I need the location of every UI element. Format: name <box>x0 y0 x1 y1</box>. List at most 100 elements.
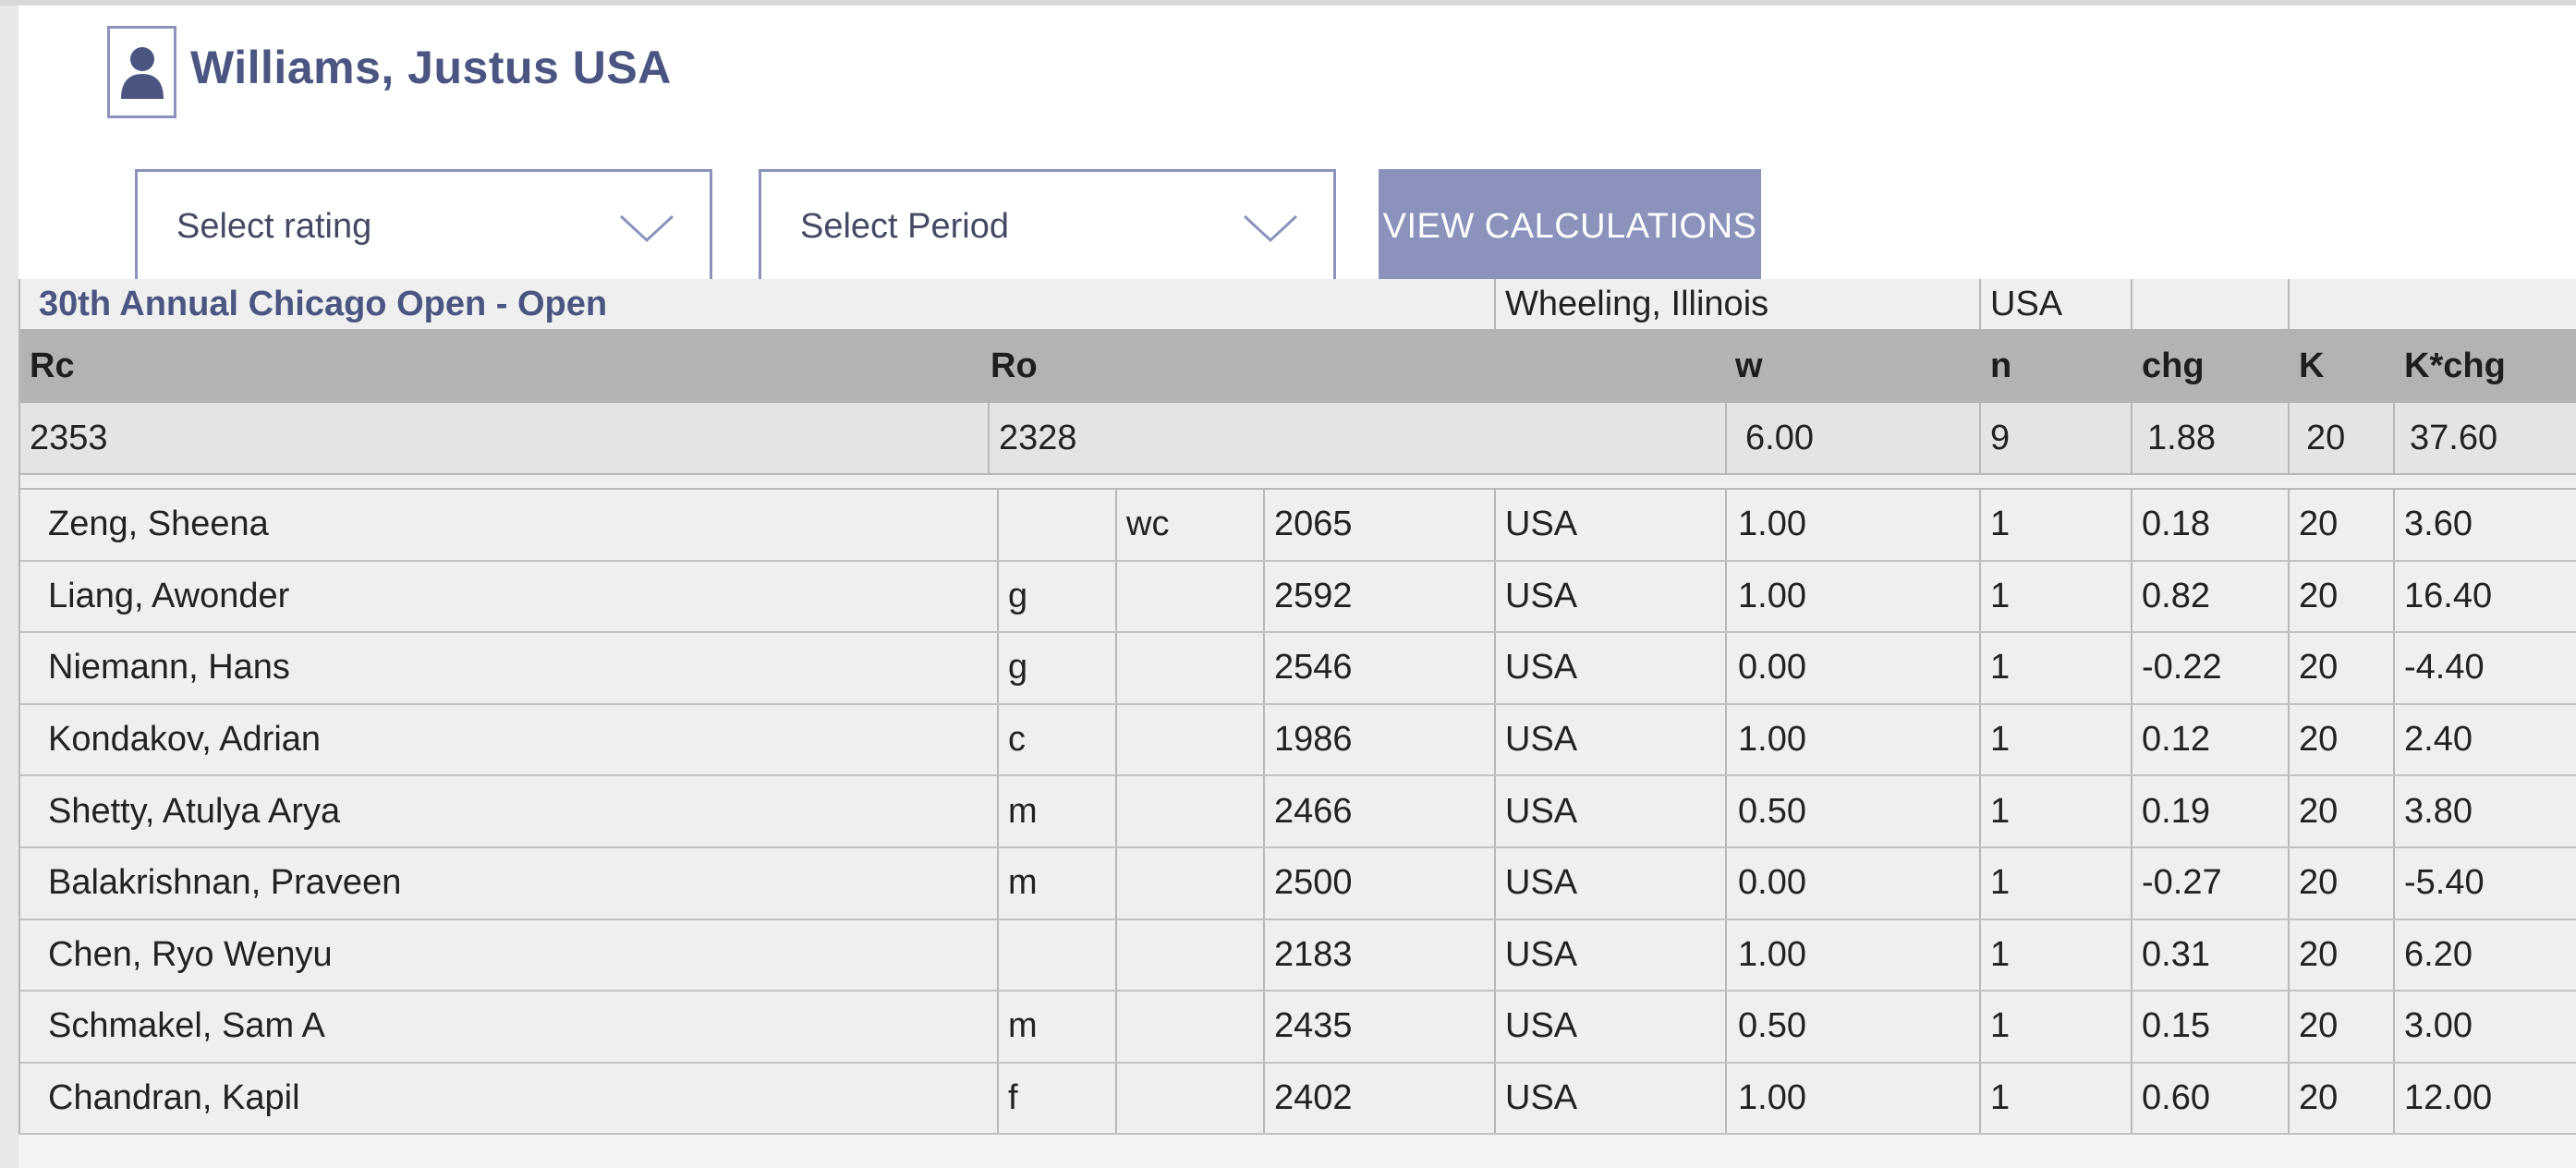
game-chg: 0.12 <box>2142 720 2210 760</box>
chevron-down-icon <box>619 214 674 243</box>
user-icon <box>120 47 164 99</box>
game-n: 1 <box>1990 576 2011 615</box>
calculation-table: 30th Annual Chicago Open - Open Wheeling… <box>18 279 2576 1136</box>
game-chg: 0.19 <box>2142 791 2210 831</box>
game-n: 1 <box>1990 505 2011 544</box>
left-strip <box>0 6 18 1168</box>
opponent-name[interactable]: Chandran, Kapil <box>48 1078 300 1118</box>
game-n: 1 <box>1990 720 2011 760</box>
game-chg: 0.82 <box>2142 576 2210 615</box>
game-chg: 0.60 <box>2142 1078 2210 1118</box>
summary-n: 9 <box>1990 418 2011 457</box>
opponent-federation: USA <box>1505 720 1578 760</box>
game-w: 0.00 <box>1738 648 1806 687</box>
opponent-title <box>999 490 1008 560</box>
game-w: 1.00 <box>1738 576 1806 615</box>
table-row: Niemann, Hans g 2546 USA 0.00 1 -0.22 20… <box>20 633 2576 705</box>
summary-rc: 2353 <box>30 418 108 457</box>
opponent-rating: 2065 <box>1274 505 1353 544</box>
opponent-federation: USA <box>1505 576 1578 615</box>
opponent-federation: USA <box>1505 648 1578 687</box>
rating-select[interactable]: Select rating <box>135 169 712 284</box>
event-location: Wheeling, Illinois <box>1505 284 1769 323</box>
game-k: 20 <box>2299 1078 2339 1118</box>
chevron-down-icon <box>1243 214 1298 243</box>
opponent-title: c <box>1008 720 1026 760</box>
opponent-name[interactable]: Liang, Awonder <box>48 576 290 615</box>
game-n: 1 <box>1990 1006 2011 1046</box>
game-w: 0.50 <box>1738 1006 1806 1046</box>
game-chg: 0.15 <box>2142 1006 2210 1046</box>
opponent-women-title <box>1117 920 1126 991</box>
game-n: 1 <box>1990 791 2011 831</box>
opponent-name[interactable]: Balakrishnan, Praveen <box>48 863 402 903</box>
opponent-women-title: wc <box>1126 505 1170 544</box>
opponent-name[interactable]: Schmakel, Sam A <box>48 1006 325 1046</box>
game-kchg: 6.20 <box>2404 934 2473 974</box>
player-header: Williams, Justus USA Select rating Selec… <box>18 6 2576 284</box>
game-w: 0.50 <box>1738 791 1806 831</box>
opponent-name[interactable]: Kondakov, Adrian <box>48 720 322 760</box>
player-avatar <box>107 26 176 118</box>
game-kchg: 2.40 <box>2404 720 2473 760</box>
header-kchg: K*chg <box>2404 346 2506 385</box>
opponent-federation: USA <box>1505 1078 1578 1118</box>
player-name: Williams, Justus USA <box>190 42 672 93</box>
game-chg: -0.27 <box>2142 863 2222 903</box>
opponent-women-title <box>1117 633 1126 703</box>
opponent-title: f <box>1008 1078 1018 1118</box>
game-k: 20 <box>2299 505 2339 544</box>
game-w: 1.00 <box>1738 934 1806 974</box>
table-row: Shetty, Atulya Arya m 2466 USA 0.50 1 0.… <box>20 776 2576 848</box>
opponent-women-title <box>1117 776 1126 846</box>
game-n: 1 <box>1990 934 2011 974</box>
opponent-title: g <box>1008 576 1028 615</box>
header-k: K <box>2299 346 2325 385</box>
header-n: n <box>1990 346 2012 385</box>
game-kchg: 3.80 <box>2404 791 2473 831</box>
table-row: Chen, Ryo Wenyu 2183 USA 1.00 1 0.31 20 … <box>20 919 2576 992</box>
header-ro: Ro <box>990 346 1038 385</box>
table-row: Kondakov, Adrian c 1986 USA 1.00 1 0.12 … <box>20 704 2576 777</box>
view-calculations-button[interactable]: VIEW CALCULATIONS <box>1379 169 1761 284</box>
game-kchg: -4.40 <box>2404 648 2485 687</box>
opponent-women-title <box>1117 848 1126 919</box>
table-row: Chandran, Kapil f 2402 USA 1.00 1 0.60 2… <box>20 1063 2576 1136</box>
opponent-name[interactable]: Niemann, Hans <box>48 648 290 687</box>
game-rows: Zeng, Sheena wc 2065 USA 1.00 1 0.18 20 … <box>20 490 2576 1136</box>
summary-w: 6.00 <box>1745 418 1814 457</box>
opponent-name[interactable]: Zeng, Sheena <box>48 505 269 544</box>
opponent-federation: USA <box>1505 791 1578 831</box>
game-n: 1 <box>1990 1078 2011 1118</box>
opponent-name[interactable]: Shetty, Atulya Arya <box>48 791 341 831</box>
event-title: 30th Annual Chicago Open - Open <box>39 284 608 323</box>
opponent-women-title <box>1117 562 1126 632</box>
opponent-title <box>999 920 1008 991</box>
opponent-name[interactable]: Chen, Ryo Wenyu <box>48 934 333 974</box>
header-w: w <box>1735 346 1763 385</box>
opponent-rating: 2466 <box>1274 791 1353 831</box>
opponent-title: m <box>1008 791 1038 831</box>
opponent-federation: USA <box>1505 1006 1578 1046</box>
game-chg: 0.18 <box>2142 505 2210 544</box>
table-row: Zeng, Sheena wc 2065 USA 1.00 1 0.18 20 … <box>20 490 2576 562</box>
header-chg: chg <box>2142 346 2205 385</box>
game-k: 20 <box>2299 648 2339 687</box>
summary-chg: 1.88 <box>2147 418 2216 457</box>
opponent-title: m <box>1008 863 1038 903</box>
game-k: 20 <box>2299 934 2339 974</box>
game-k: 20 <box>2299 1006 2339 1046</box>
event-country: USA <box>1990 284 2063 323</box>
game-w: 1.00 <box>1738 720 1806 760</box>
summary-ro: 2328 <box>999 418 1077 457</box>
game-kchg: 3.60 <box>2404 505 2473 544</box>
opponent-federation: USA <box>1505 863 1578 903</box>
game-kchg: 16.40 <box>2404 576 2493 615</box>
game-w: 0.00 <box>1738 863 1806 903</box>
game-k: 20 <box>2299 791 2339 831</box>
opponent-federation: USA <box>1505 934 1578 974</box>
table-row: Balakrishnan, Praveen m 2500 USA 0.00 1 … <box>20 847 2576 920</box>
period-select[interactable]: Select Period <box>759 169 1336 284</box>
table-row: Liang, Awonder g 2592 USA 1.00 1 0.82 20… <box>20 561 2576 634</box>
